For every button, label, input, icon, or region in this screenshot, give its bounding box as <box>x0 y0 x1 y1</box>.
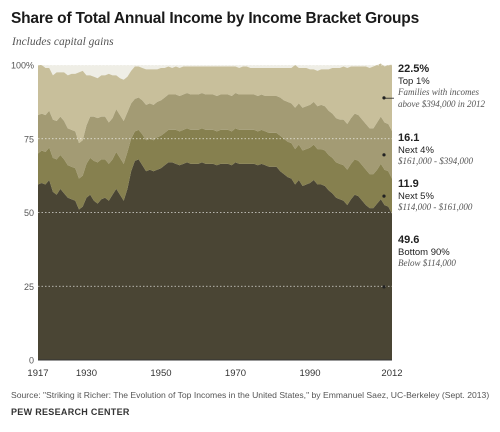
x-tick-label-1990: 1990 <box>299 368 320 379</box>
y-tick-label-0: 0 <box>29 356 34 366</box>
chart-subtitle: Includes capital gains <box>12 36 114 48</box>
annotation-next5-detail: $114,000 - $161,000 <box>398 202 473 212</box>
annotation-top1-label: Top 1% <box>398 75 430 87</box>
annotation-next5-label: Next 5% <box>398 190 434 202</box>
y-tick-label-25: 25 <box>24 282 34 292</box>
annotation-top1: 22.5% Top 1% Families with incomes above… <box>398 63 498 110</box>
x-tick-label-2012: 2012 <box>381 368 402 379</box>
x-tick-label-1970: 1970 <box>225 368 246 379</box>
x-tick-label-1930: 1930 <box>76 368 97 379</box>
marker-bottom90 <box>382 285 386 289</box>
annotation-next4-value: 16.1 <box>398 132 420 144</box>
area-bottom90 <box>38 159 392 360</box>
annotation-bottom90: 49.6 Bottom 90% Below $114,000 <box>398 234 498 270</box>
annotation-next4-detail: $161,000 - $394,000 <box>398 156 473 166</box>
y-tick-label-75: 75 <box>24 134 34 144</box>
annotation-next4-label: Next 4% <box>398 144 434 156</box>
annotation-next5: 11.9 Next 5% $114,000 - $161,000 <box>398 178 498 214</box>
marker-next5 <box>382 194 386 198</box>
marker-next4 <box>382 153 386 157</box>
annotation-next4: 16.1 Next 4% $161,000 - $394,000 <box>398 132 498 168</box>
annotation-bottom90-detail: Below $114,000 <box>398 258 456 268</box>
area-next5 <box>38 128 392 214</box>
x-tick-label-1917: 1917 <box>27 368 48 379</box>
annotation-top1-value: 22.5% <box>398 63 430 75</box>
area-top1 <box>38 63 392 144</box>
y-tick-label-50: 50 <box>24 208 34 218</box>
annotation-bottom90-value: 49.6 <box>398 234 420 246</box>
y-tick-label-100: 100% <box>11 61 34 71</box>
chart-title: Share of Total Annual Income by Income B… <box>11 10 419 27</box>
organization-name: PEW RESEARCH CENTER <box>11 407 130 417</box>
source-note: Source: "Striking it Richer: The Evoluti… <box>11 390 490 400</box>
x-tick-label-1950: 1950 <box>150 368 171 379</box>
annotation-next5-value: 11.9 <box>398 178 419 190</box>
annotation-top1-detail: Families with incomes above $394,000 in … <box>398 87 485 109</box>
annotation-bottom90-label: Bottom 90% <box>398 246 450 258</box>
